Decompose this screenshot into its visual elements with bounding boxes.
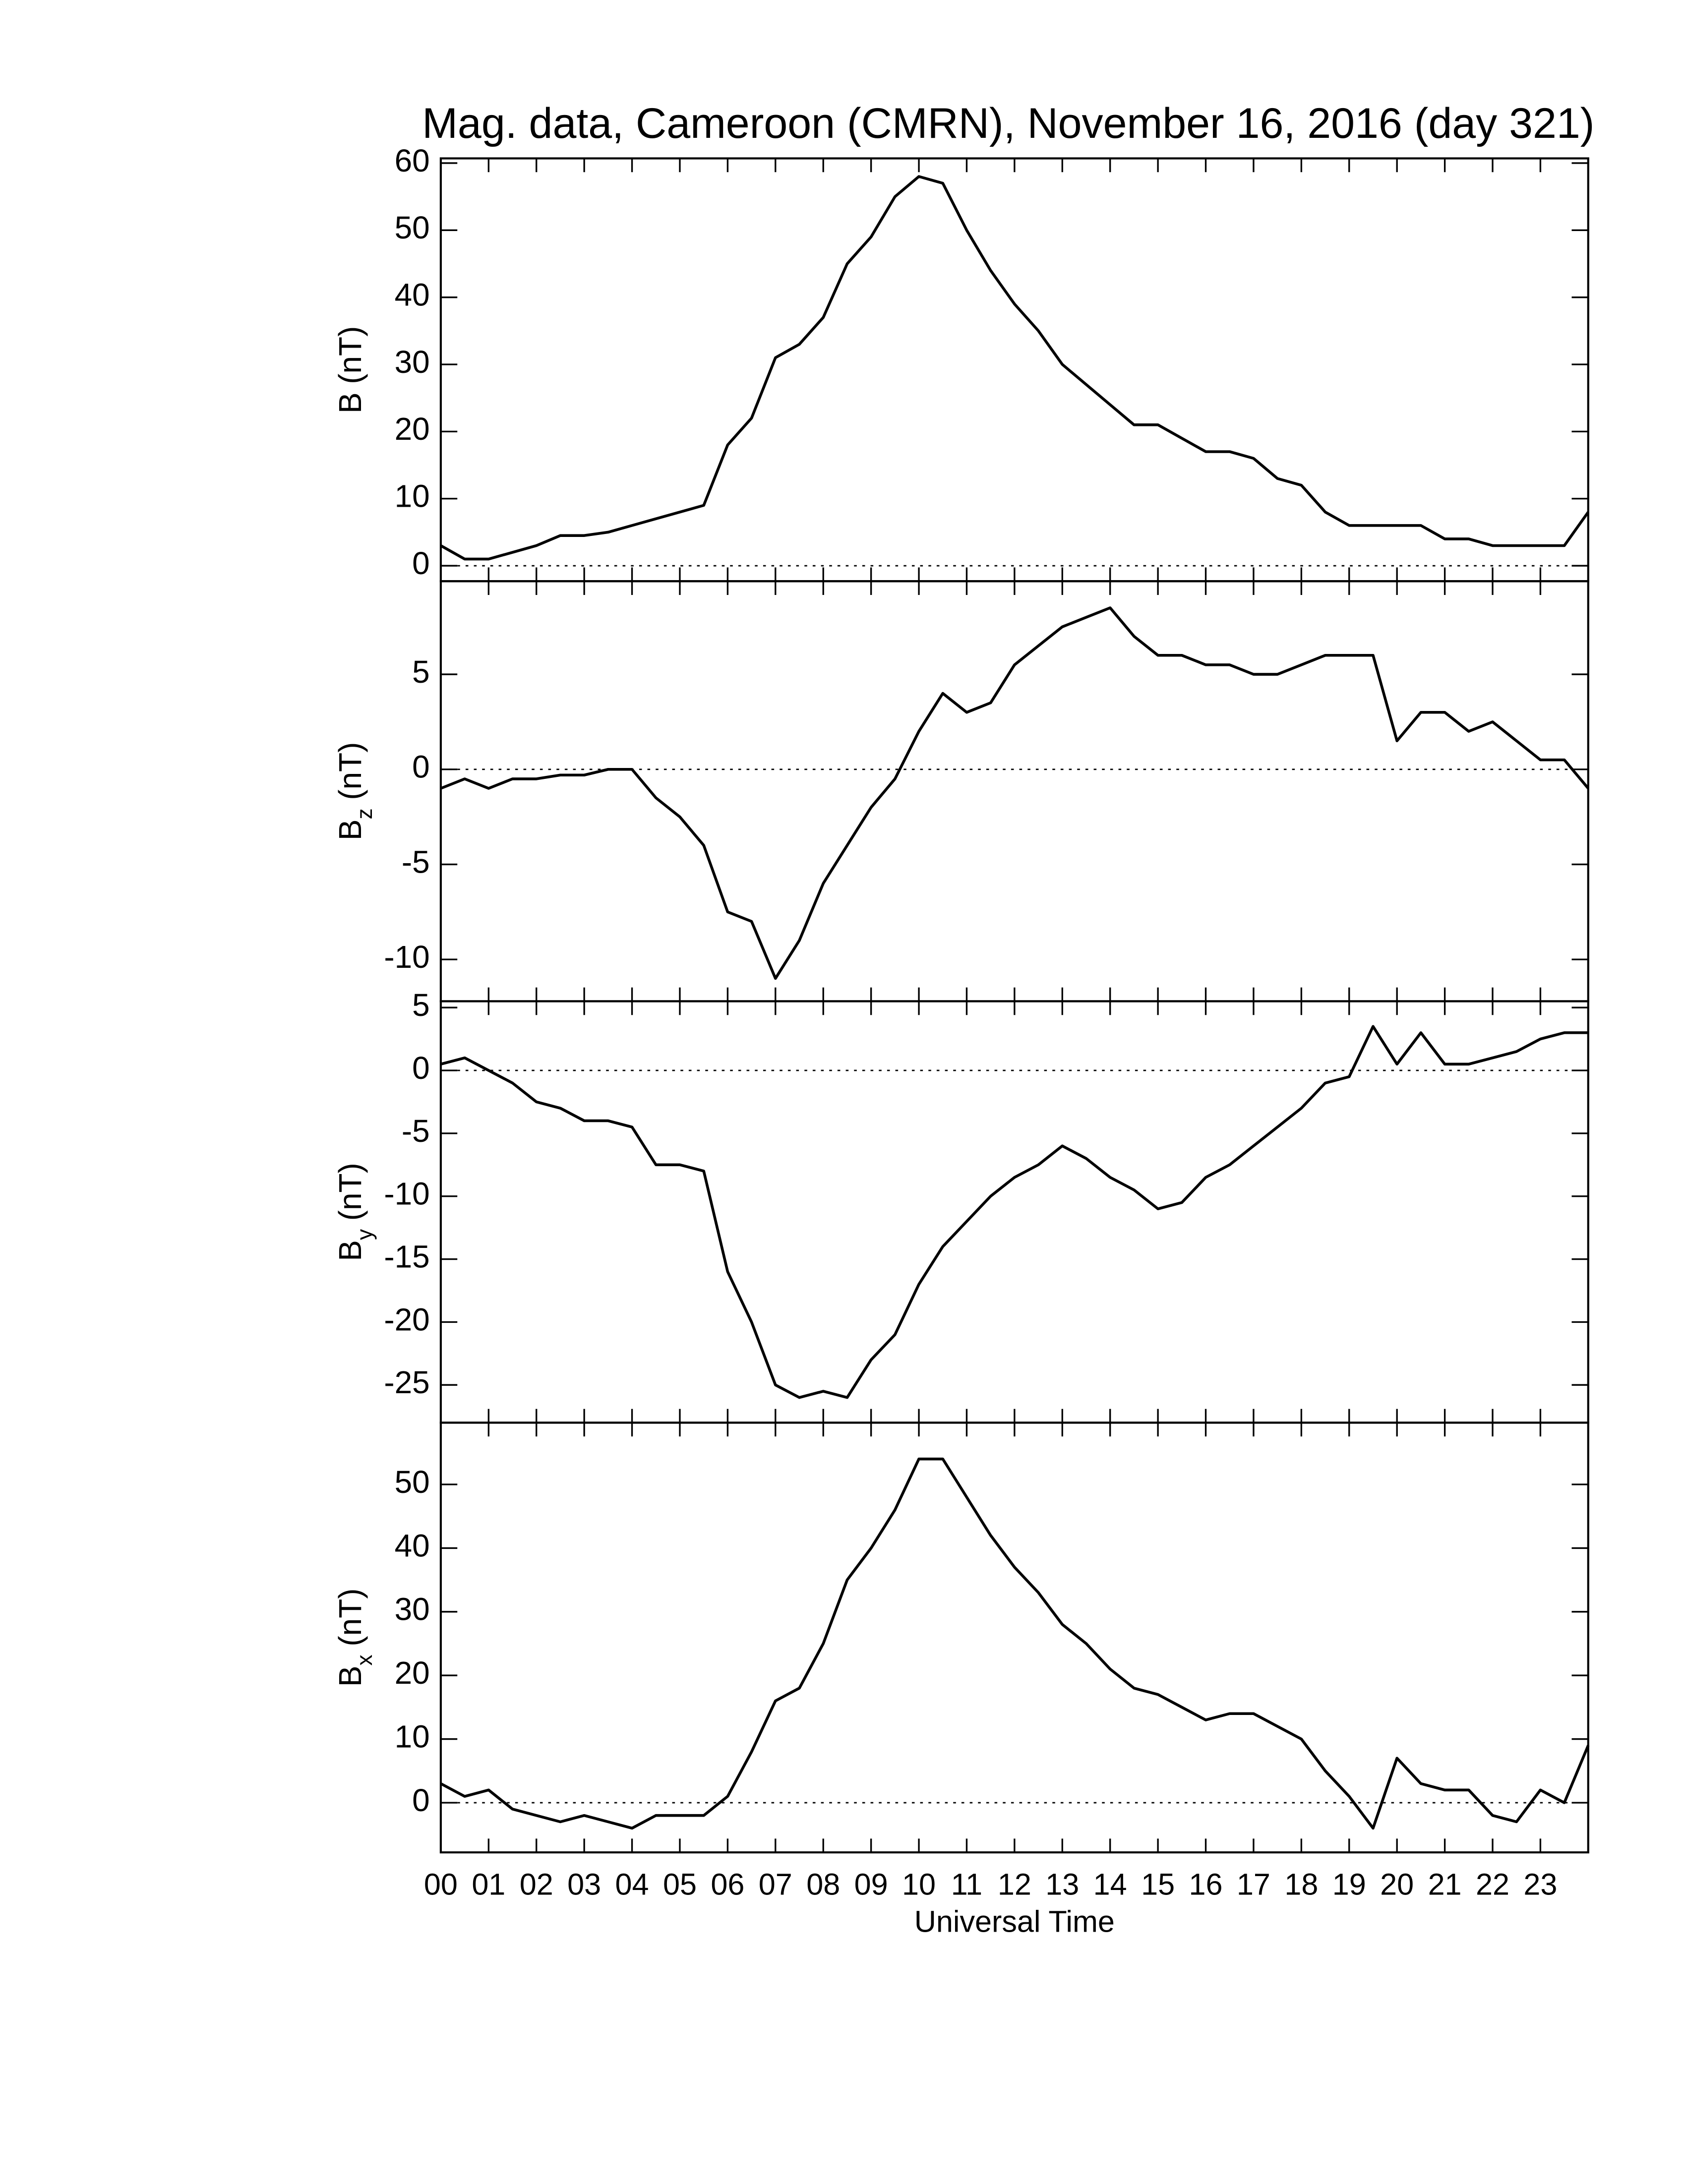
y-axis-label: B (nT)	[332, 326, 368, 413]
y-tick-label: 50	[395, 210, 430, 245]
x-tick-label: 05	[663, 1868, 697, 1901]
x-tick-label: 12	[998, 1868, 1031, 1901]
x-tick-label: 17	[1237, 1868, 1270, 1901]
x-tick-label: 11	[951, 1868, 982, 1901]
y-label-unit: (nT)	[332, 742, 368, 800]
y-tick-label: -15	[384, 1239, 429, 1274]
y-tick-label: -20	[384, 1301, 429, 1337]
x-tick-label: 19	[1332, 1868, 1366, 1901]
x-tick-label: 13	[1045, 1868, 1079, 1901]
y-tick-label: 30	[395, 1592, 430, 1627]
data-line	[440, 606, 1589, 980]
y-label-sub: x	[353, 1654, 377, 1665]
y-label-unit: (nT)	[332, 1589, 368, 1647]
x-axis-label: Universal Time	[914, 1905, 1115, 1939]
x-tick-label: 01	[472, 1868, 505, 1901]
plot-area: Mag. data, Cameroon (CMRN), November 16,…	[332, 100, 1595, 1939]
data-line	[440, 175, 1590, 561]
y-tick-label: 0	[412, 749, 430, 785]
y-tick-label: -5	[402, 844, 430, 880]
x-tick-label: 15	[1141, 1868, 1175, 1901]
x-tick-label: 20	[1380, 1868, 1414, 1901]
y-tick-label: 5	[412, 654, 430, 690]
x-tick-label: 22	[1476, 1868, 1509, 1901]
data-line	[440, 1457, 1590, 1830]
x-tick-label: 09	[854, 1868, 888, 1901]
y-tick-label: 30	[395, 344, 430, 380]
panel-frame	[439, 1421, 1589, 1854]
y-tick-label: 0	[412, 1782, 430, 1818]
x-tick-label: 16	[1189, 1868, 1223, 1901]
y-label-unit: (nT)	[332, 326, 368, 384]
x-tick-label: 23	[1523, 1868, 1557, 1901]
y-tick-label: -10	[384, 1176, 429, 1212]
x-tick-label: 07	[759, 1868, 792, 1901]
y-label-unit: (nT)	[332, 1163, 368, 1221]
y-label-base: B	[332, 1665, 368, 1687]
y-label-base: B	[332, 820, 368, 841]
y-label-sub: y	[353, 1229, 377, 1240]
y-tick-label: 40	[395, 1528, 430, 1563]
y-tick-label: 0	[412, 1050, 430, 1086]
y-label-base: B	[332, 1240, 368, 1261]
x-tick-label: 08	[806, 1868, 840, 1901]
y-tick-label: 20	[395, 411, 430, 447]
y-tick-label: 60	[395, 143, 430, 178]
y-tick-label: 20	[395, 1655, 430, 1691]
x-tick-label: 21	[1428, 1868, 1462, 1901]
y-tick-label: 50	[395, 1464, 430, 1500]
x-tick-label: 03	[567, 1868, 601, 1901]
x-tick-label: 14	[1093, 1868, 1127, 1901]
y-label-base: B	[332, 392, 368, 413]
x-tick-label: 04	[615, 1868, 649, 1901]
x-tick-label: 10	[902, 1868, 936, 1901]
y-tick-label: 10	[395, 478, 430, 514]
chart-title: Mag. data, Cameroon (CMRN), November 16,…	[422, 100, 1594, 147]
x-tick-label: 00	[424, 1868, 458, 1901]
x-tick-label: 18	[1284, 1868, 1318, 1901]
y-axis-label: By (nT)	[332, 1163, 377, 1261]
x-tick-label: 06	[711, 1868, 744, 1901]
data-line	[440, 1025, 1588, 1399]
y-tick-label: -5	[402, 1113, 430, 1149]
y-tick-label: 5	[412, 987, 430, 1023]
x-tick-label: 02	[520, 1868, 553, 1901]
y-label-sub: z	[353, 808, 377, 819]
y-axis-label: Bx (nT)	[332, 1589, 377, 1687]
y-tick-label: 40	[395, 277, 430, 313]
y-tick-label: 10	[395, 1718, 430, 1754]
y-tick-label: -10	[384, 939, 429, 975]
y-tick-label: 0	[412, 545, 430, 581]
y-tick-label: -25	[384, 1364, 429, 1400]
y-axis-label: Bz (nT)	[332, 742, 377, 841]
